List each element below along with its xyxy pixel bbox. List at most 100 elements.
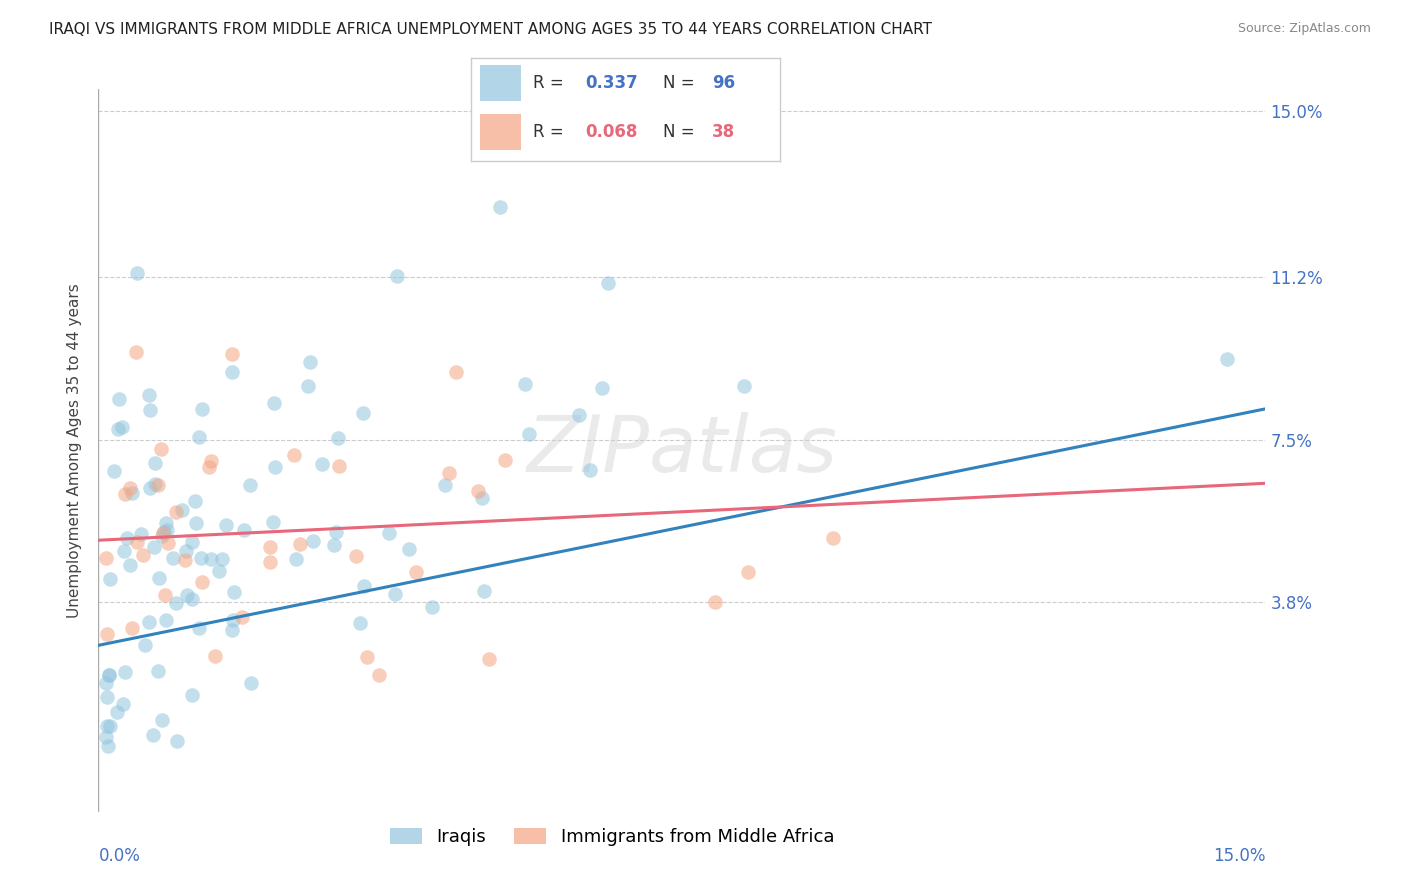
Point <box>239 675 262 690</box>
Point <box>132 548 155 562</box>
Point <box>262 515 284 529</box>
Point <box>494 453 516 467</box>
Point <box>152 525 174 540</box>
Text: 0.0%: 0.0% <box>98 847 141 864</box>
Point <box>180 534 202 549</box>
Text: R =: R = <box>533 123 569 141</box>
Point <box>208 564 231 578</box>
Point <box>191 402 214 417</box>
Point <box>284 552 307 566</box>
Point <box>352 406 374 420</box>
Point <box>517 426 540 441</box>
Point <box>120 481 142 495</box>
Point <box>259 554 281 568</box>
Text: N =: N = <box>662 123 700 141</box>
Legend: Iraqis, Immigrants from Middle Africa: Iraqis, Immigrants from Middle Africa <box>382 821 841 854</box>
Point <box>478 652 501 666</box>
Point <box>283 448 305 462</box>
Point <box>200 552 222 566</box>
Point <box>96 627 118 641</box>
Point <box>148 571 170 585</box>
Point <box>125 535 148 549</box>
Point <box>823 531 845 545</box>
Point <box>114 665 136 679</box>
Point <box>420 600 443 615</box>
Point <box>221 623 243 637</box>
Point <box>596 277 619 291</box>
Text: IRAQI VS IMMIGRANTS FROM MIDDLE AFRICA UNEMPLOYMENT AMONG AGES 35 TO 44 YEARS CO: IRAQI VS IMMIGRANTS FROM MIDDLE AFRICA U… <box>49 22 932 37</box>
Point <box>146 664 169 678</box>
Point <box>398 541 420 556</box>
Point <box>96 731 118 745</box>
Point <box>156 536 179 550</box>
Point <box>367 667 389 681</box>
Point <box>467 483 489 498</box>
Point <box>153 587 176 601</box>
Point <box>328 431 350 445</box>
Point <box>733 378 755 392</box>
Point <box>211 552 233 566</box>
Point <box>311 457 333 471</box>
Text: 38: 38 <box>713 123 735 141</box>
Point <box>344 549 367 563</box>
Point <box>200 454 222 468</box>
Point <box>174 552 197 566</box>
Point <box>433 477 456 491</box>
Point <box>215 518 238 533</box>
Point <box>288 537 311 551</box>
Point <box>405 565 427 579</box>
Point <box>166 734 188 748</box>
Point <box>387 268 409 283</box>
Point <box>97 739 120 753</box>
Point <box>138 388 160 402</box>
Point <box>112 544 135 558</box>
Point <box>190 551 212 566</box>
Point <box>96 690 118 705</box>
Point <box>264 460 287 475</box>
Point <box>471 491 494 506</box>
Point <box>174 543 197 558</box>
Point <box>162 551 184 566</box>
Text: 15.0%: 15.0% <box>1213 847 1265 864</box>
Point <box>222 613 245 627</box>
Point <box>737 566 759 580</box>
Point <box>139 481 162 495</box>
Text: ZIPatlas: ZIPatlas <box>526 412 838 489</box>
Point <box>188 621 211 635</box>
Point <box>96 719 118 733</box>
Point <box>108 392 131 407</box>
Point <box>105 705 128 719</box>
Point <box>349 615 371 630</box>
Point <box>437 467 460 481</box>
Point <box>472 584 495 599</box>
Point <box>98 719 121 733</box>
Point <box>444 365 467 379</box>
Point <box>1215 351 1237 366</box>
Text: Source: ZipAtlas.com: Source: ZipAtlas.com <box>1237 22 1371 36</box>
Point <box>155 516 177 530</box>
Point <box>111 420 134 434</box>
Point <box>231 609 253 624</box>
Point <box>704 594 727 608</box>
Point <box>184 493 207 508</box>
Point <box>187 430 209 444</box>
Text: 0.337: 0.337 <box>585 74 638 92</box>
Point <box>120 558 142 573</box>
Point <box>115 532 138 546</box>
Point <box>221 365 243 379</box>
Bar <box>481 65 520 101</box>
Point <box>204 648 226 663</box>
Text: R =: R = <box>533 74 569 92</box>
Point <box>150 442 173 456</box>
Point <box>155 613 177 627</box>
Text: 96: 96 <box>713 74 735 92</box>
Point <box>239 477 262 491</box>
Point <box>142 728 165 742</box>
Point <box>96 551 118 566</box>
Text: N =: N = <box>662 74 700 92</box>
Y-axis label: Unemployment Among Ages 35 to 44 years: Unemployment Among Ages 35 to 44 years <box>66 283 82 618</box>
Point <box>165 596 187 610</box>
Point <box>233 523 256 537</box>
Point <box>152 529 174 543</box>
Point <box>222 584 245 599</box>
